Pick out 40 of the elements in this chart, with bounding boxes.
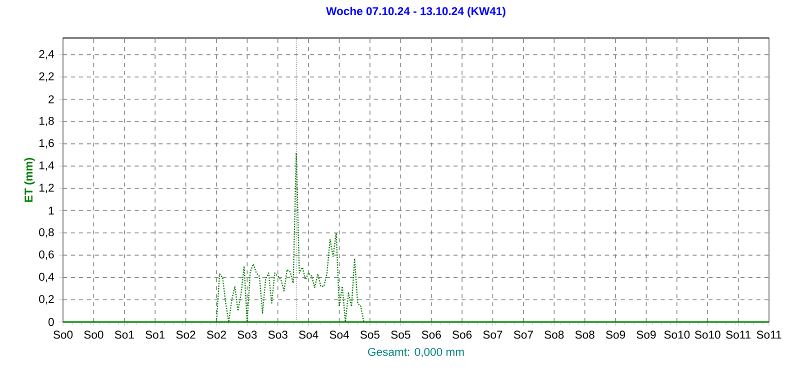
x-tick-label: So7 bbox=[483, 330, 502, 339]
y-tick-label: 2,4 bbox=[39, 50, 54, 60]
x-tick-label: So6 bbox=[452, 330, 472, 339]
y-tick-label: 2 bbox=[48, 95, 54, 104]
y-tick-label: 0,8 bbox=[39, 228, 54, 238]
x-tick-label: So8 bbox=[575, 330, 594, 339]
y-tick-label: 2,2 bbox=[39, 72, 54, 82]
chart-title: Woche 07.10.24 - 13.10.24 (KW41) bbox=[326, 6, 506, 18]
x-tick-label: So5 bbox=[391, 330, 410, 339]
x-tick-label: So2 bbox=[206, 330, 226, 339]
y-tick-label: 1 bbox=[48, 206, 54, 215]
x-tick-label: So6 bbox=[422, 330, 441, 339]
x-tick-label: So0 bbox=[53, 330, 73, 339]
x-tick-label: So3 bbox=[238, 330, 257, 339]
x-tick-label: So9 bbox=[606, 330, 626, 339]
y-tick-label: 1,6 bbox=[39, 139, 54, 148]
x-tick-label: So2 bbox=[176, 330, 196, 339]
y-tick-label: 0 bbox=[48, 318, 54, 326]
x-tick-label: So8 bbox=[544, 330, 564, 339]
y-tick-label: 0,2 bbox=[39, 295, 54, 304]
y-tick-label: 0,6 bbox=[39, 250, 54, 260]
y-tick-label: 1,8 bbox=[39, 116, 54, 126]
x-tick-label: So3 bbox=[268, 330, 288, 339]
x-tick-label: So11 bbox=[726, 330, 751, 339]
x-tick-label: So0 bbox=[84, 330, 104, 339]
x-tick-label: So5 bbox=[360, 330, 380, 339]
y-tick-label: 1,2 bbox=[39, 184, 54, 194]
y-tick-label: 1,4 bbox=[39, 161, 54, 171]
x-tick-label: So9 bbox=[636, 330, 656, 339]
text: Gesamt: 0,000 mm bbox=[368, 348, 464, 358]
x-tick-label: So1 bbox=[114, 330, 134, 339]
x-tick-label: So10 bbox=[664, 330, 690, 339]
x-tick-label: So4 bbox=[330, 330, 349, 339]
x-tick-label: So7 bbox=[514, 330, 533, 339]
x-tick-label: So1 bbox=[146, 330, 165, 339]
x-tick-label: So10 bbox=[694, 330, 720, 339]
y-tick-label: 0,4 bbox=[39, 272, 54, 282]
x-tick-label: So4 bbox=[299, 330, 318, 339]
x-tick-label: So11 bbox=[756, 330, 782, 339]
y-axis-title: ET (mm) bbox=[24, 158, 35, 202]
